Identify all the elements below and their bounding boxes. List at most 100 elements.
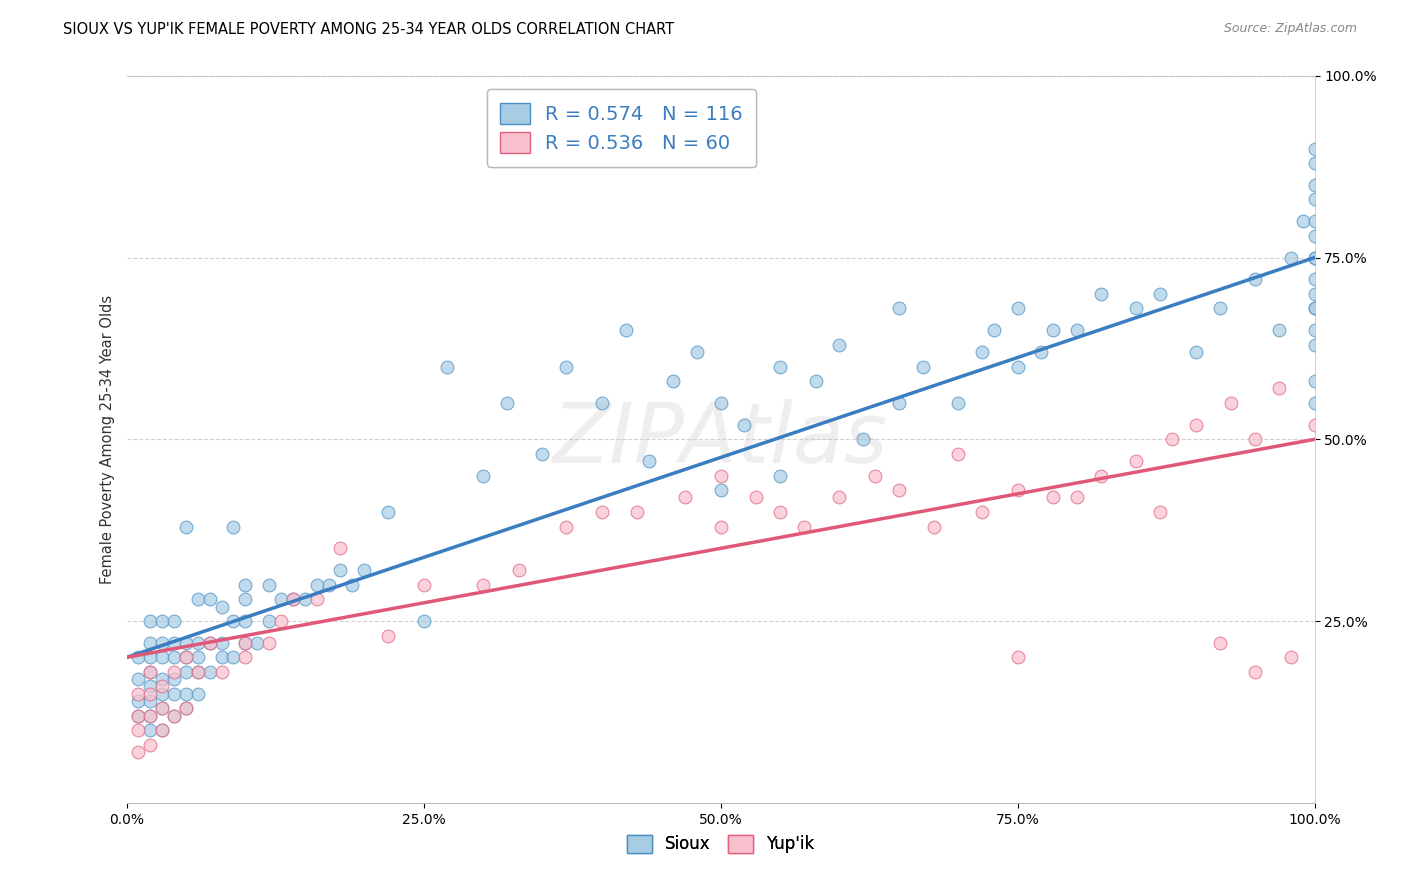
- Point: [139, 665, 162, 679]
- Point: [163, 708, 186, 723]
- Point: [198, 636, 221, 650]
- Point: [1185, 345, 1208, 359]
- Point: [1244, 432, 1267, 446]
- Point: [127, 687, 149, 701]
- Point: [887, 483, 910, 498]
- Point: [1303, 301, 1326, 316]
- Point: [1303, 141, 1326, 155]
- Point: [472, 468, 495, 483]
- Point: [211, 665, 233, 679]
- Point: [127, 745, 149, 759]
- Point: [673, 491, 696, 505]
- Point: [150, 701, 173, 715]
- Point: [329, 563, 352, 577]
- Point: [1279, 650, 1302, 665]
- Point: [187, 665, 209, 679]
- Point: [1031, 345, 1053, 359]
- Point: [948, 447, 970, 461]
- Point: [970, 505, 993, 519]
- Point: [1090, 468, 1112, 483]
- Point: [1303, 214, 1326, 228]
- Point: [187, 665, 209, 679]
- Point: [233, 592, 257, 607]
- Point: [294, 592, 316, 607]
- Point: [139, 614, 162, 628]
- Point: [1007, 483, 1029, 498]
- Point: [246, 636, 269, 650]
- Point: [970, 345, 993, 359]
- Point: [852, 432, 875, 446]
- Point: [329, 541, 352, 556]
- Point: [150, 672, 173, 686]
- Point: [150, 614, 173, 628]
- Point: [793, 519, 815, 533]
- Point: [139, 694, 162, 708]
- Point: [1303, 178, 1326, 192]
- Point: [1007, 650, 1029, 665]
- Point: [1279, 251, 1302, 265]
- Point: [531, 447, 554, 461]
- Point: [1303, 156, 1326, 170]
- Point: [924, 519, 946, 533]
- Point: [614, 323, 637, 337]
- Point: [211, 636, 233, 650]
- Point: [233, 636, 257, 650]
- Point: [174, 701, 197, 715]
- Point: [710, 468, 733, 483]
- Y-axis label: Female Poverty Among 25-34 Year Olds: Female Poverty Among 25-34 Year Olds: [100, 294, 115, 584]
- Point: [1007, 301, 1029, 316]
- Point: [127, 708, 149, 723]
- Point: [222, 519, 245, 533]
- Point: [1042, 323, 1064, 337]
- Point: [139, 650, 162, 665]
- Point: [686, 345, 709, 359]
- Point: [828, 338, 851, 352]
- Point: [150, 680, 173, 694]
- Point: [150, 650, 173, 665]
- Point: [412, 614, 434, 628]
- Point: [1303, 193, 1326, 207]
- Point: [150, 723, 173, 737]
- Point: [1303, 323, 1326, 337]
- Point: [1303, 374, 1326, 388]
- Point: [257, 614, 280, 628]
- Point: [127, 723, 149, 737]
- Point: [1090, 287, 1112, 301]
- Point: [163, 650, 186, 665]
- Point: [1149, 505, 1171, 519]
- Point: [1066, 491, 1088, 505]
- Point: [257, 578, 280, 592]
- Point: [638, 454, 661, 468]
- Point: [198, 592, 221, 607]
- Point: [139, 708, 162, 723]
- Point: [555, 359, 578, 374]
- Point: [591, 396, 613, 410]
- Point: [1303, 251, 1326, 265]
- Point: [436, 359, 458, 374]
- Point: [198, 665, 221, 679]
- Point: [495, 396, 517, 410]
- Point: [710, 519, 733, 533]
- Point: [1303, 228, 1326, 243]
- Point: [626, 505, 648, 519]
- Point: [887, 396, 910, 410]
- Point: [150, 723, 173, 737]
- Point: [139, 680, 162, 694]
- Point: [662, 374, 685, 388]
- Point: [163, 708, 186, 723]
- Point: [1161, 432, 1184, 446]
- Point: [863, 468, 886, 483]
- Point: [1303, 272, 1326, 286]
- Point: [127, 672, 149, 686]
- Point: [187, 636, 209, 650]
- Point: [174, 665, 197, 679]
- Point: [150, 687, 173, 701]
- Point: [710, 396, 733, 410]
- Point: [174, 687, 197, 701]
- Point: [983, 323, 1005, 337]
- Point: [1303, 287, 1326, 301]
- Point: [281, 592, 304, 607]
- Point: [353, 563, 375, 577]
- Point: [187, 650, 209, 665]
- Point: [163, 672, 186, 686]
